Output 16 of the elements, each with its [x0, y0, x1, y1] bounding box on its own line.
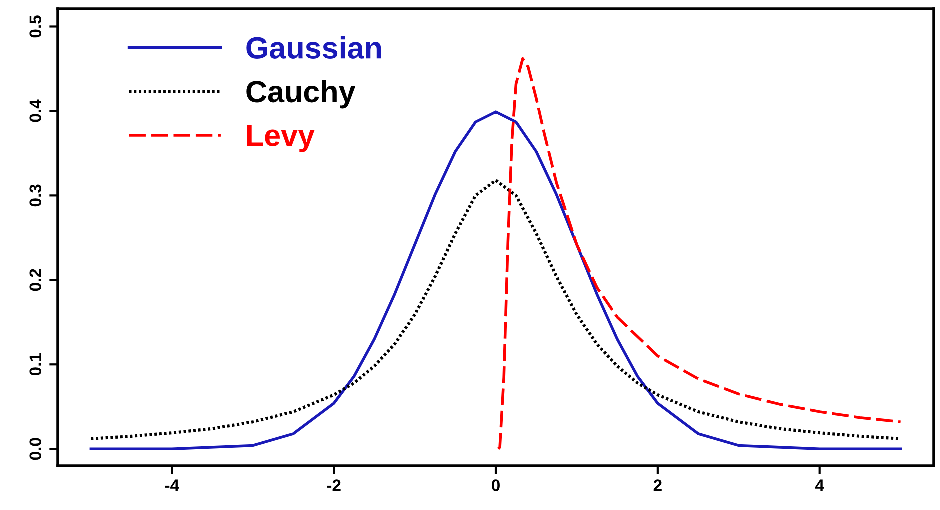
y-tick-label: 0.0 [30, 438, 42, 460]
legend-label: Cauchy [246, 80, 356, 109]
y-tick-label: 0.3 [30, 184, 42, 207]
line-series [497, 57, 902, 450]
y-tick-label: 0.4 [30, 100, 42, 122]
y-tick-label: 0.5 [30, 16, 42, 38]
x-tick-label: -2 [327, 480, 341, 492]
y-tick-label: 0.1 [30, 354, 42, 376]
y-tick-label: 0.2 [30, 269, 42, 292]
line-series [90, 110, 902, 450]
x-tick-label: -4 [165, 480, 180, 492]
legend-label: Levy [247, 125, 315, 153]
legend-label: Gaussian [246, 36, 382, 59]
x-tick-label: 4 [815, 480, 824, 492]
x-tick-label: 0 [492, 480, 500, 492]
x-tick-label: 2 [654, 480, 662, 492]
